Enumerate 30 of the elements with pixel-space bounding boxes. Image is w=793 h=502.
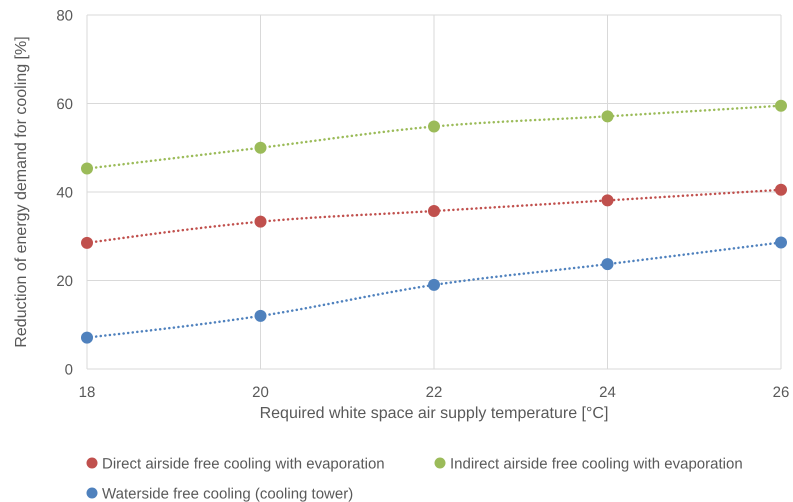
- point: [428, 278, 440, 291]
- point: [254, 142, 266, 154]
- point: [81, 236, 93, 249]
- x-axis-title: Required white space air supply temperature [°C]: [260, 405, 608, 422]
- y-tick-label: 20: [56, 272, 73, 290]
- point: [602, 110, 614, 122]
- y-tick-label: 60: [56, 96, 73, 113]
- y-tick-label: 40: [56, 184, 73, 202]
- point: [428, 120, 440, 133]
- point: [81, 332, 93, 344]
- x-tick-label: 22: [426, 384, 442, 401]
- point: [775, 184, 787, 196]
- point: [775, 100, 787, 112]
- legend-label: Waterside free cooling (cooling tower): [102, 485, 354, 502]
- point: [428, 205, 440, 218]
- point: [775, 236, 787, 248]
- legend-label: Direct airside free cooling with evaporation: [102, 455, 385, 472]
- x-tick-label: 24: [599, 384, 616, 401]
- point: [254, 310, 266, 322]
- point: [602, 194, 614, 206]
- y-tick-label: 0: [64, 361, 73, 378]
- legend-label: Indirect airside free cooling with evaporation: [450, 455, 743, 472]
- y-tick-label: 80: [56, 7, 73, 24]
- x-tick-label: 26: [772, 384, 790, 401]
- x-tick-label: 18: [78, 384, 96, 401]
- point: [602, 258, 614, 270]
- y-axis-title: Reduction of energy demand for cooling [%]: [13, 36, 30, 348]
- x-tick-label: 20: [252, 384, 269, 401]
- point: [254, 216, 266, 228]
- point: [81, 162, 93, 175]
